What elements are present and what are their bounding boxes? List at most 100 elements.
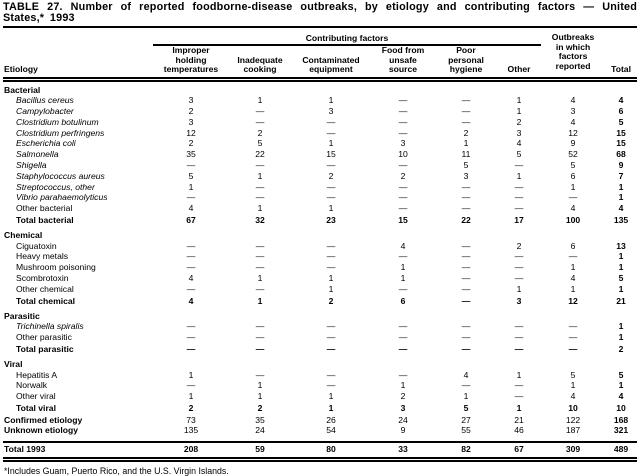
outbreaks-column-header: Outbreaks in which factors reported (541, 32, 606, 82)
row-label: Total viral (16, 403, 56, 414)
section-total-row: Total chemical 4 1 2 6—3 12 21 (3, 295, 637, 308)
value-cell: 17 (514, 215, 524, 226)
value-cell: 1 (570, 380, 576, 391)
value-cell: 15 (616, 127, 626, 138)
value-cell: — (186, 262, 196, 273)
factor-column-header: Other (497, 45, 542, 82)
value-cell: — (461, 283, 471, 294)
value-cell: 4 (570, 391, 576, 402)
value-cell: — (514, 391, 524, 402)
value-cell: 12 (568, 295, 578, 306)
value-cell: — (255, 192, 265, 203)
value-cell: — (461, 321, 471, 332)
value-cell: 4 (570, 95, 576, 106)
row-label: Streptococcus, other (16, 181, 95, 192)
value-cell: 22 (255, 149, 265, 160)
value-cell: — (326, 369, 336, 380)
item-row: Salmonella 35 22 15 10 11 5 52 68 (3, 149, 637, 161)
value-cell: — (186, 321, 196, 332)
value-cell: — (461, 273, 471, 283)
row-label: Other parasitic (16, 332, 72, 343)
value-cell: 15 (326, 149, 336, 160)
value-cell: 3 (188, 95, 194, 106)
value-cell: — (568, 344, 578, 355)
value-cell: 1 (328, 273, 334, 283)
row-label: Mushroom poisoning (16, 262, 96, 273)
value-cell: 1 (257, 170, 263, 181)
row-label: Total 1993 (3, 440, 153, 463)
item-row: Streptococcus, other 1 — — — — — 1 1 (3, 182, 637, 193)
value-cell: 1 (516, 403, 522, 414)
value-cell: 6 (570, 240, 576, 251)
item-row: Campylobacter 2 — 3 — — 1 3 6 (3, 106, 637, 117)
value-cell: — (186, 159, 196, 170)
value-cell: 4 (570, 273, 576, 283)
row-label: Shigella (16, 159, 47, 170)
value-cell: — (398, 192, 408, 203)
value-cell: — (326, 240, 336, 251)
value-cell: 23 (326, 215, 336, 226)
value-cell: — (461, 106, 471, 117)
factor-column-header: Inadequate cooking (229, 45, 291, 82)
value-cell: — (514, 181, 524, 192)
value-cell: 208 (153, 440, 229, 463)
value-cell: — (326, 344, 336, 355)
value-cell: 1 (618, 262, 624, 273)
group-header-row: Etiology Contributing factors Outbreaks … (3, 32, 638, 82)
value-cell: — (398, 283, 408, 294)
value-cell: 321 (613, 425, 629, 436)
value-cell: 1 (257, 391, 263, 402)
value-cell: 67 (497, 440, 542, 463)
value-cell: 168 (613, 414, 629, 425)
value-cell: — (568, 321, 578, 332)
value-cell: 5 (257, 138, 263, 149)
value-cell: 1 (618, 192, 624, 203)
value-cell: 1 (516, 170, 522, 181)
value-cell: — (514, 251, 524, 262)
value-cell: — (255, 369, 265, 380)
value-cell: 2 (188, 138, 194, 149)
value-cell: 100 (565, 215, 581, 226)
value-cell: 1 (328, 403, 334, 414)
section-label: Bacterial (4, 84, 41, 95)
value-cell: — (514, 344, 524, 355)
value-cell: 2 (400, 391, 406, 402)
section-header-row: Viral (3, 356, 637, 370)
value-cell: 3 (400, 138, 406, 149)
value-cell: 27 (461, 414, 471, 425)
value-cell: 1 (618, 380, 624, 391)
value-cell: 7 (618, 170, 624, 181)
value-cell: — (514, 380, 524, 391)
value-cell: — (398, 203, 408, 214)
row-label: Norwalk (16, 380, 48, 391)
value-cell: — (326, 116, 336, 127)
value-cell: 1 (188, 369, 194, 380)
value-cell: 3 (188, 116, 194, 127)
value-cell: 1 (618, 332, 624, 343)
value-cell: — (186, 192, 196, 203)
value-cell: 12 (568, 127, 578, 138)
value-cell: 1 (618, 321, 624, 332)
value-cell: 1 (188, 391, 194, 402)
value-cell: 4 (618, 95, 624, 106)
item-row: Shigella — — — — 5 — 5 9 (3, 160, 637, 171)
value-cell: 1 (257, 273, 263, 283)
item-row: Mushroom poisoning — — — 1 — — 1 1 (3, 263, 637, 274)
section-total-row: Total viral 2 2 1 3 5 1 10 10 (3, 402, 637, 415)
value-cell: — (255, 159, 265, 170)
item-row: Norwalk — 1 — 1 — — 1 1 (3, 381, 637, 392)
value-cell: 135 (183, 425, 199, 436)
value-cell: — (398, 321, 408, 332)
value-cell: — (461, 380, 471, 391)
value-cell: 13 (616, 240, 626, 251)
value-cell: 1 (328, 391, 334, 402)
row-label: Ciguatoxin (16, 240, 57, 251)
value-cell: 2 (257, 403, 263, 414)
row-label: Bacillus cereus (16, 95, 74, 106)
value-cell: 1 (463, 138, 469, 149)
value-cell: 15 (616, 138, 626, 149)
value-cell: 1 (516, 95, 522, 106)
value-cell: — (255, 321, 265, 332)
value-cell: 5 (570, 369, 576, 380)
value-cell: 1 (257, 203, 263, 214)
